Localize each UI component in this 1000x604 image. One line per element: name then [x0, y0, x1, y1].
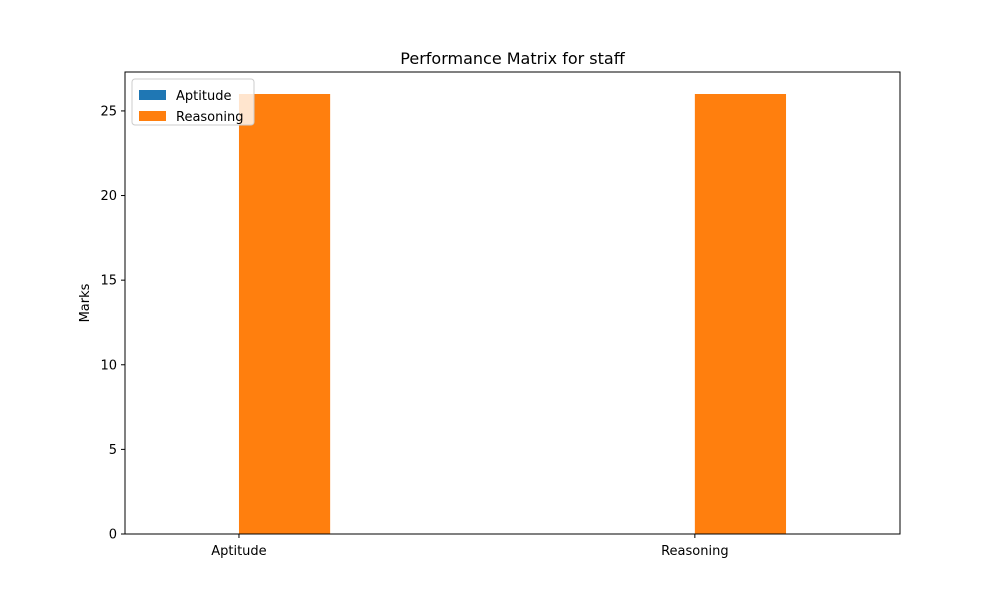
x-tick-label: Reasoning [661, 544, 728, 559]
legend-label-aptitude: Aptitude [176, 89, 231, 104]
legend-label-reasoning: Reasoning [176, 110, 243, 125]
axes-layer: 0 5 10 15 20 25 Aptitude Reasoning [100, 71, 901, 559]
y-axis-label: Marks [78, 283, 93, 322]
x-tick-label: Aptitude [211, 544, 266, 559]
legend-swatch-reasoning [139, 111, 166, 121]
bar-reasoning-aptitude [238, 94, 331, 534]
legend: Aptitude Reasoning [131, 78, 255, 126]
y-tick-label: 5 [109, 443, 117, 458]
chart-title: Performance Matrix for staff [400, 49, 625, 68]
y-tick-label: 10 [100, 358, 117, 373]
bars-layer [238, 94, 787, 534]
y-tick-label: 20 [100, 189, 117, 204]
y-tick-label: 0 [109, 528, 117, 543]
y-tick-label: 15 [100, 274, 117, 289]
bar-reasoning-reasoning [694, 94, 787, 534]
legend-swatch-aptitude [139, 90, 166, 100]
plot-frame [124, 71, 901, 535]
y-tick-label: 25 [100, 104, 117, 119]
